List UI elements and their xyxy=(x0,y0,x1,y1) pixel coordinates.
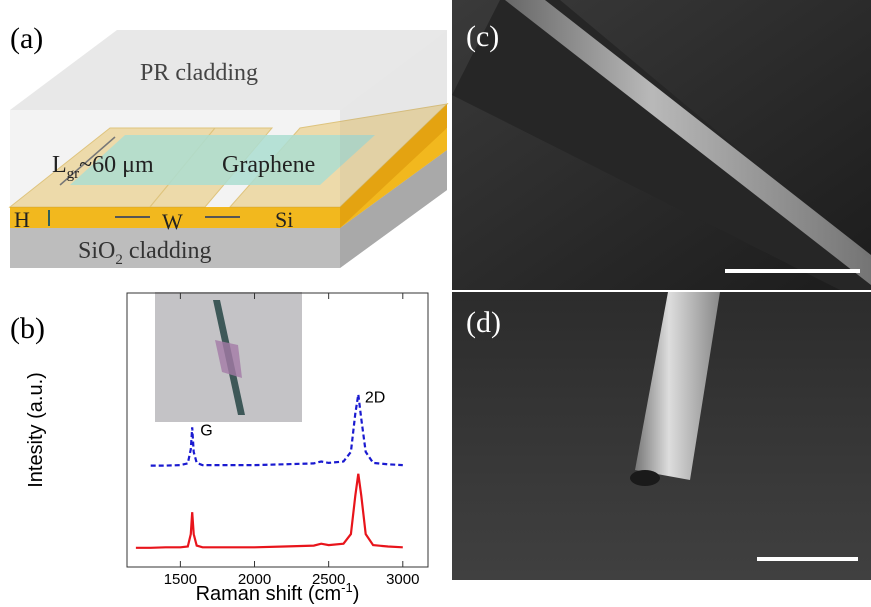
x-axis-label: -1 xyxy=(341,580,353,595)
label: Graphene xyxy=(222,152,315,178)
panel-label: (b) xyxy=(10,312,45,345)
x-tick-label: 3000 xyxy=(386,571,419,588)
label: SiO xyxy=(78,238,115,264)
x-axis-label: Raman shift (cm xyxy=(196,583,342,605)
label: ~60 μm xyxy=(79,152,154,178)
sem-tip xyxy=(630,470,660,486)
label: cladding xyxy=(123,238,212,264)
spectrum xyxy=(136,474,403,548)
label: SiO2 cladding xyxy=(78,238,212,268)
label: PR cladding xyxy=(140,60,258,86)
label: L xyxy=(52,152,67,178)
label: 2 xyxy=(115,252,123,268)
label: gr xyxy=(67,166,80,182)
y-axis-label: Intesity (a.u.) xyxy=(25,372,47,488)
x-axis-label: Raman shift (cm-1) xyxy=(196,580,360,605)
figure: (a) PR cladding Lgr~60 μm Graphene H W S… xyxy=(0,0,871,607)
x-axis-label: ) xyxy=(353,583,360,605)
panel-label: (a) xyxy=(10,22,43,55)
x-tick-label: 1500 xyxy=(164,571,197,588)
peak-label: 2D xyxy=(365,389,385,406)
panel-label: (d) xyxy=(466,306,501,339)
label: W xyxy=(162,209,183,234)
label: Si xyxy=(275,207,293,232)
peak-label: G xyxy=(200,422,212,439)
panel-label: (c) xyxy=(466,20,499,53)
label: H xyxy=(14,207,30,232)
